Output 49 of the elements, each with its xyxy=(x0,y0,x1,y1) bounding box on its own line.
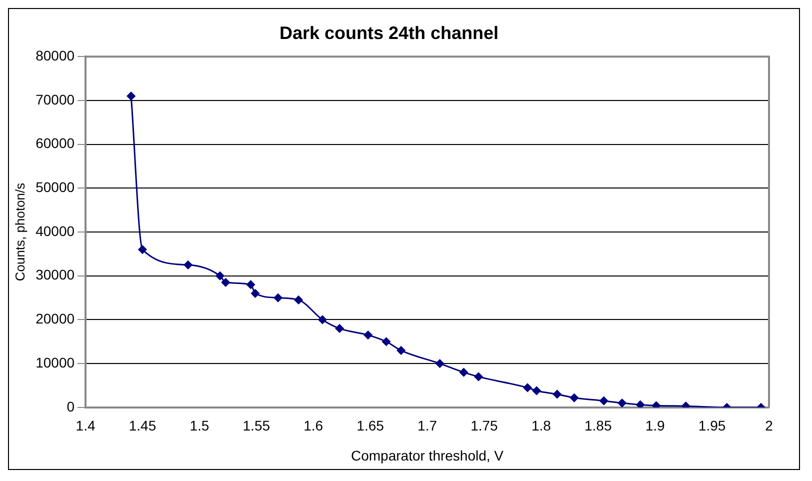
point xyxy=(382,337,391,346)
point xyxy=(570,394,578,402)
x-tick-label: 1.4 xyxy=(76,418,96,434)
point xyxy=(126,92,136,100)
x-tick-label: 1.6 xyxy=(304,418,324,434)
x-tick-label: 2 xyxy=(765,418,774,434)
point xyxy=(246,280,255,289)
y-tick-label: 40000 xyxy=(36,222,75,239)
point xyxy=(396,346,406,355)
point xyxy=(436,359,444,368)
point xyxy=(318,315,327,324)
x-tick-label: 1.95 xyxy=(698,418,726,434)
x-tick-label: 1.55 xyxy=(242,418,270,434)
point xyxy=(552,390,562,398)
y-tick-label: 70000 xyxy=(36,91,75,108)
point xyxy=(532,386,541,395)
point xyxy=(636,400,645,408)
point xyxy=(523,383,532,392)
point xyxy=(221,278,230,287)
y-tick-label: 80000 xyxy=(36,47,75,64)
point xyxy=(216,272,224,280)
x-tick-label: 1.45 xyxy=(128,418,156,434)
point xyxy=(251,289,260,298)
x-tick-label: 1.8 xyxy=(531,418,552,434)
point xyxy=(618,398,626,408)
x-tick-label: 1.65 xyxy=(356,418,384,434)
point xyxy=(274,294,282,302)
y-tick-label: 50000 xyxy=(36,179,75,196)
y-tick-label: 30000 xyxy=(36,266,75,283)
point xyxy=(335,324,344,333)
point xyxy=(184,260,192,270)
point xyxy=(474,372,483,381)
x-tick-label: 1.75 xyxy=(470,418,498,434)
y-tick-label: 60000 xyxy=(36,135,75,152)
x-tick-label: 1.5 xyxy=(190,418,210,434)
x-tick-label: 1.7 xyxy=(418,418,438,434)
point xyxy=(138,245,147,254)
y-tick-label: 20000 xyxy=(36,310,75,327)
x-tick-label: 1.9 xyxy=(645,418,666,434)
y-tick-label: 0 xyxy=(66,398,75,414)
chart-title: Dark counts 24th channel xyxy=(279,22,499,43)
point xyxy=(294,296,303,304)
y-axis-title: Counts, photon/s xyxy=(12,182,28,282)
point xyxy=(364,330,372,340)
y-tick-label: 10000 xyxy=(36,354,75,370)
point xyxy=(600,396,608,406)
x-tick-label: 1.85 xyxy=(584,418,612,434)
point xyxy=(652,401,660,408)
point xyxy=(459,368,468,377)
